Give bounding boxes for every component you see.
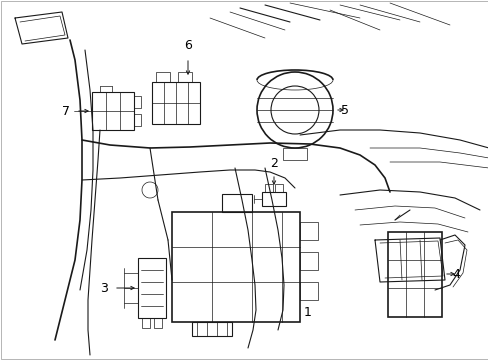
Bar xyxy=(172,212,299,322)
Bar xyxy=(274,184,283,192)
Bar xyxy=(264,184,272,192)
Bar xyxy=(142,318,150,328)
Bar xyxy=(134,114,141,126)
Text: 5: 5 xyxy=(340,104,348,117)
Bar xyxy=(299,252,317,270)
Bar xyxy=(152,82,200,124)
Bar xyxy=(138,258,165,318)
Text: 7: 7 xyxy=(62,104,70,117)
Bar xyxy=(387,232,441,317)
Bar xyxy=(262,192,285,206)
Bar xyxy=(154,318,162,328)
Bar xyxy=(222,194,251,212)
Bar xyxy=(134,96,141,108)
Text: 1: 1 xyxy=(304,306,311,319)
Text: 3: 3 xyxy=(100,282,108,294)
Bar xyxy=(178,72,192,82)
Bar xyxy=(156,72,170,82)
Text: 4: 4 xyxy=(451,267,459,280)
Text: 2: 2 xyxy=(269,157,277,170)
Bar xyxy=(283,148,306,160)
Bar xyxy=(299,222,317,240)
Bar xyxy=(192,322,231,336)
Bar xyxy=(299,282,317,300)
Text: 6: 6 xyxy=(183,39,192,52)
Bar xyxy=(92,92,134,130)
